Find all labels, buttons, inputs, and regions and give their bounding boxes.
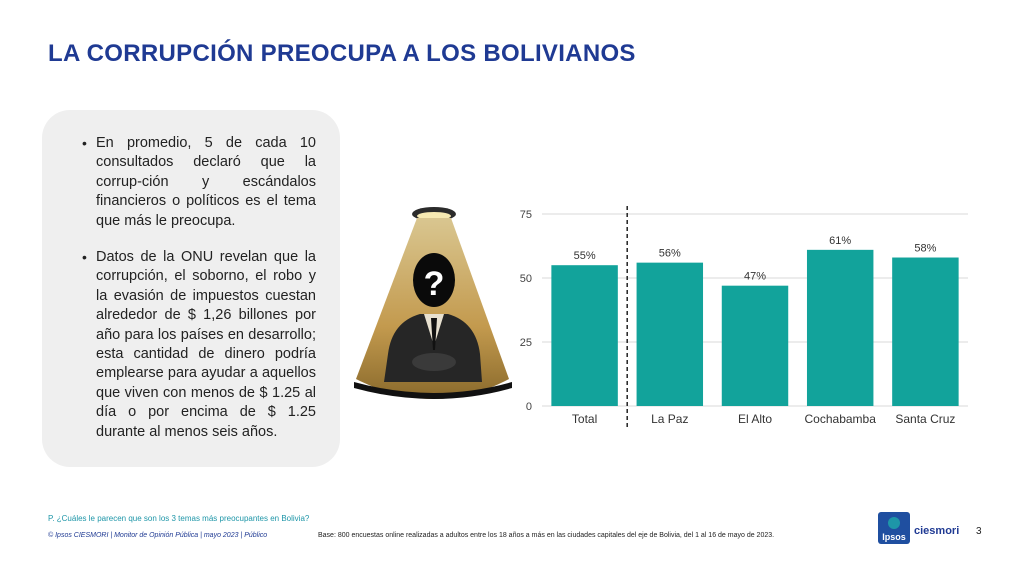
bullet-item: Datos de la ONU revelan que la corrupció… bbox=[82, 248, 316, 442]
x-tick-label: Santa Cruz bbox=[895, 412, 955, 426]
x-tick-label: El Alto bbox=[738, 412, 772, 426]
footer-base-note: Base: 800 encuestas online realizadas a … bbox=[318, 532, 775, 539]
ipsos-logo: Ipsos bbox=[878, 512, 910, 544]
data-label: 56% bbox=[659, 248, 681, 260]
data-label: 55% bbox=[574, 250, 596, 262]
bullet-item: En promedio, 5 de cada 10 consultados de… bbox=[82, 134, 316, 231]
bar bbox=[892, 257, 959, 406]
x-tick-label: La Paz bbox=[651, 412, 688, 426]
bar bbox=[806, 249, 874, 406]
question-mark-icon: ? bbox=[424, 265, 445, 303]
y-tick-label: 25 bbox=[520, 337, 532, 349]
bar bbox=[551, 265, 618, 406]
survey-question: P. ¿Cuáles le parecen que son los 3 tema… bbox=[48, 514, 310, 523]
y-tick-label: 0 bbox=[526, 401, 532, 413]
bar bbox=[721, 285, 789, 406]
footer-credit: © Ipsos CIESMORI | Monitor de Opinión Pú… bbox=[48, 532, 268, 539]
data-label: 61% bbox=[829, 235, 851, 247]
y-tick-label: 50 bbox=[520, 273, 532, 285]
anonymous-businessman-icon: ? bbox=[354, 207, 512, 399]
summary-textbox: En promedio, 5 de cada 10 consultados de… bbox=[42, 110, 340, 467]
bar bbox=[636, 262, 704, 406]
data-label: 47% bbox=[744, 271, 766, 283]
slide-title: LA CORRUPCIÓN PREOCUPA A LOS BOLIVIANOS bbox=[48, 40, 636, 67]
data-label: 58% bbox=[914, 243, 936, 255]
bar-chart: 0 25 50 75 55% Total 56% La Paz 47% El Alto 61% Coc… bbox=[520, 206, 968, 428]
x-tick-label: Total bbox=[572, 412, 597, 426]
x-tick-label: Cochabamba bbox=[805, 412, 877, 426]
y-tick-label: 75 bbox=[520, 209, 532, 221]
ciesmori-logo: ciesmori bbox=[914, 525, 960, 537]
bullet-list: En promedio, 5 de cada 10 consultados de… bbox=[80, 134, 316, 442]
page-number: 3 bbox=[976, 526, 982, 537]
